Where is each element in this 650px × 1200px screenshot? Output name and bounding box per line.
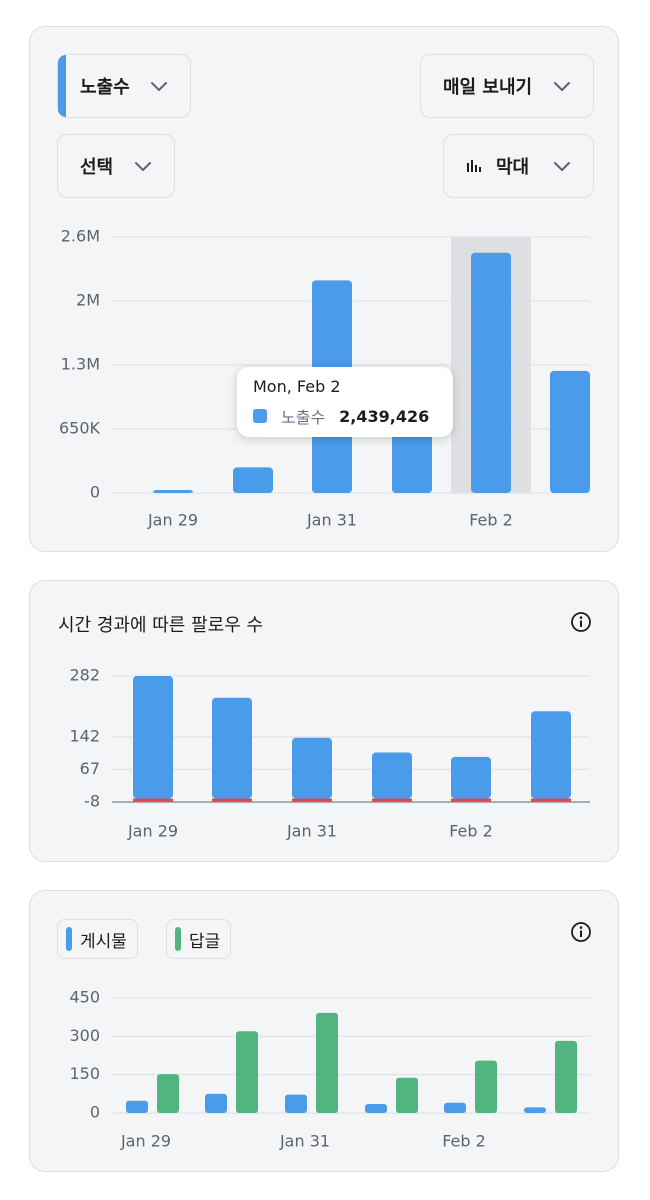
chevron-down-icon	[554, 162, 570, 171]
interval-dropdown-label: 매일 보내기	[443, 77, 533, 98]
replies-bar	[555, 1040, 577, 1113]
follower-gain-bar	[531, 711, 571, 799]
x-tick-label: Jan 29	[120, 1132, 171, 1151]
x-tick-label: Feb 2	[449, 822, 493, 841]
chart-type-dropdown[interactable]: 막대	[443, 134, 594, 198]
x-tick-label: Jan 31	[279, 1132, 330, 1151]
tooltip-series-label: 노출수	[281, 408, 326, 427]
bar	[550, 370, 590, 493]
follower-gain-bar	[451, 756, 491, 799]
replies-bar	[157, 1074, 179, 1113]
followers-chart-title: 시간 경과에 따른 팔로우 수	[58, 615, 264, 636]
x-tick-label: Feb 2	[442, 1132, 486, 1151]
y-tick-label: 0	[90, 483, 100, 502]
follower-loss-bar	[531, 798, 571, 802]
x-tick-label: Jan 29	[147, 511, 198, 530]
posts-replies-bar-chart[interactable]: 0 150 300 450 Jan 29 Jan 31 Feb 2	[30, 891, 620, 1173]
legend-posts[interactable]: 게시물	[57, 919, 138, 959]
follower-loss-bar	[133, 798, 173, 802]
replies-bar	[236, 1031, 258, 1113]
select-dropdown-label: 선택	[80, 157, 114, 178]
impressions-card: 노출수 매일 보내기 선택 막대 0 650K 1.3M 2M 2.6M Jan 29 Ja…	[29, 26, 619, 552]
posts-bar	[365, 1104, 387, 1113]
replies-bar	[396, 1077, 418, 1113]
chevron-down-icon	[151, 82, 167, 91]
y-tick-label: 450	[69, 988, 100, 1007]
y-tick-label: 67	[80, 759, 100, 778]
metric-dropdown-label: 노출수	[80, 77, 130, 98]
replies-color-indicator	[175, 927, 181, 951]
info-icon[interactable]	[570, 921, 592, 943]
legend-replies-label: 답글	[189, 931, 221, 952]
y-tick-label: 142	[69, 726, 100, 745]
y-tick-label: 2M	[76, 291, 100, 310]
info-icon[interactable]	[570, 611, 592, 633]
y-tick-label: -8	[84, 792, 100, 811]
bar-chart-icon	[467, 160, 481, 172]
followers-card: 시간 경과에 따른 팔로우 수 -8 67 142 282 Jan 29 Jan 31 Fe…	[29, 580, 619, 862]
follower-loss-bar	[212, 798, 252, 802]
chart-type-dropdown-label: 막대	[496, 157, 530, 178]
y-tick-label: 300	[69, 1026, 100, 1045]
impressions-bar-chart[interactable]: 0 650K 1.3M 2M 2.6M Jan 29 Jan 31 Feb 2	[30, 27, 620, 553]
posts-bar	[205, 1093, 227, 1113]
tooltip-series-swatch	[253, 409, 267, 423]
posts-bar	[285, 1094, 307, 1113]
posts-bar	[524, 1107, 546, 1113]
metric-dropdown[interactable]: 노출수	[57, 54, 191, 118]
select-dropdown[interactable]: 선택	[57, 134, 175, 198]
interval-dropdown[interactable]: 매일 보내기	[420, 54, 594, 118]
x-tick-label: Feb 2	[469, 511, 513, 530]
x-tick-label: Jan 31	[306, 511, 357, 530]
bar	[153, 490, 193, 494]
follower-gain-bar	[212, 697, 252, 799]
follower-loss-bar	[372, 798, 412, 802]
y-tick-label: 1.3M	[61, 355, 100, 374]
posts-bar	[126, 1100, 148, 1113]
chevron-down-icon	[554, 82, 570, 91]
x-tick-label: Jan 31	[286, 822, 337, 841]
posts-replies-card: 게시물 답글 0 150 300 450 Jan 29 Jan 31 Feb 2	[29, 890, 619, 1172]
replies-bar	[475, 1060, 497, 1113]
y-tick-label: 150	[69, 1064, 100, 1083]
bar	[471, 252, 511, 493]
follower-gain-bar	[292, 737, 332, 799]
replies-bar	[316, 1012, 338, 1113]
legend-replies[interactable]: 답글	[166, 919, 232, 959]
follower-gain-bar	[133, 676, 173, 799]
posts-color-indicator	[66, 927, 72, 951]
y-tick-label: 0	[90, 1103, 100, 1122]
follower-gain-bar	[372, 752, 412, 799]
legend-posts-label: 게시물	[80, 931, 127, 952]
x-tick-label: Jan 29	[127, 822, 178, 841]
bar	[233, 467, 273, 493]
tooltip-date: Mon, Feb 2	[253, 377, 341, 396]
tooltip-value: 2,439,426	[339, 406, 430, 426]
y-tick-label: 650K	[59, 419, 101, 438]
follower-loss-bar	[292, 798, 332, 802]
y-tick-label: 282	[69, 666, 100, 685]
chart-tooltip: Mon, Feb 2 노출수 2,439,426	[237, 367, 453, 437]
follower-loss-bar	[451, 798, 491, 802]
y-tick-label: 2.6M	[61, 227, 100, 246]
metric-color-indicator	[58, 55, 66, 117]
followers-bar-chart[interactable]: -8 67 142 282 Jan 29 Jan 31 Feb 2	[30, 581, 620, 863]
posts-bar	[444, 1102, 466, 1113]
chevron-down-icon	[135, 162, 151, 171]
